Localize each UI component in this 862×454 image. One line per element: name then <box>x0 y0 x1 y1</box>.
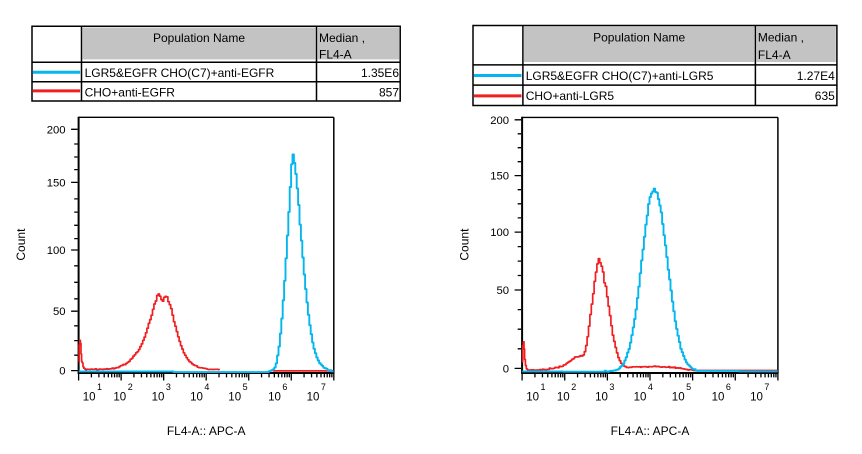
svg-text:1.27E4: 1.27E4 <box>797 69 835 83</box>
svg-text:857: 857 <box>379 86 399 100</box>
svg-text:150: 150 <box>47 177 66 189</box>
svg-text:10: 10 <box>750 391 763 403</box>
svg-text:Population Name: Population Name <box>593 31 685 45</box>
svg-text:200: 200 <box>490 115 509 127</box>
svg-text:10: 10 <box>152 391 165 403</box>
svg-text:3: 3 <box>166 382 171 392</box>
svg-text:4: 4 <box>204 382 209 392</box>
svg-text:200: 200 <box>47 124 66 136</box>
svg-text:Median ,: Median , <box>319 31 365 45</box>
svg-text:Count: Count <box>457 228 471 261</box>
svg-text:10: 10 <box>712 391 725 403</box>
svg-text:Count: Count <box>14 228 28 261</box>
svg-text:635: 635 <box>815 89 835 103</box>
svg-text:100: 100 <box>490 227 509 239</box>
svg-text:10: 10 <box>307 391 320 403</box>
svg-text:4: 4 <box>648 382 653 392</box>
svg-text:50: 50 <box>53 306 66 318</box>
svg-text:0: 0 <box>503 363 509 375</box>
svg-text:FL4-A:: APC-A: FL4-A:: APC-A <box>167 424 246 438</box>
svg-text:10: 10 <box>634 391 647 403</box>
svg-text:10: 10 <box>672 391 685 403</box>
svg-text:50: 50 <box>497 285 510 297</box>
svg-text:10: 10 <box>595 391 608 403</box>
svg-text:LGR5&EGFR CHO(C7)+anti-LGR5: LGR5&EGFR CHO(C7)+anti-LGR5 <box>526 69 714 83</box>
svg-text:1: 1 <box>97 382 102 392</box>
svg-text:10: 10 <box>83 391 96 403</box>
svg-text:5: 5 <box>686 382 691 392</box>
svg-text:6: 6 <box>726 382 731 392</box>
svg-text:3: 3 <box>609 382 614 392</box>
svg-text:1.35E6: 1.35E6 <box>361 66 399 80</box>
svg-text:5: 5 <box>243 382 248 392</box>
svg-text:2: 2 <box>571 382 576 392</box>
svg-text:FL4-A: FL4-A <box>758 48 791 62</box>
svg-text:CHO+anti-LGR5: CHO+anti-LGR5 <box>526 89 615 103</box>
svg-text:2: 2 <box>128 382 133 392</box>
svg-text:FL4-A:: APC-A: FL4-A:: APC-A <box>611 424 690 438</box>
svg-text:150: 150 <box>490 171 509 183</box>
svg-text:6: 6 <box>282 382 287 392</box>
svg-text:10: 10 <box>190 391 203 403</box>
svg-text:7: 7 <box>321 382 326 392</box>
svg-text:10: 10 <box>526 391 539 403</box>
svg-text:7: 7 <box>764 382 769 392</box>
svg-text:10: 10 <box>557 391 570 403</box>
svg-text:1: 1 <box>540 382 545 392</box>
svg-text:0: 0 <box>59 366 65 378</box>
svg-text:CHO+anti-EGFR: CHO+anti-EGFR <box>85 86 176 100</box>
svg-text:100: 100 <box>47 245 66 257</box>
svg-text:FL4-A: FL4-A <box>319 47 352 61</box>
svg-text:LGR5&EGFR CHO(C7)+anti-EGFR: LGR5&EGFR CHO(C7)+anti-EGFR <box>85 66 275 80</box>
svg-text:Median ,: Median , <box>758 31 804 45</box>
svg-text:10: 10 <box>228 391 241 403</box>
svg-text:10: 10 <box>113 391 126 403</box>
svg-text:10: 10 <box>268 391 281 403</box>
svg-text:Population Name: Population Name <box>153 31 245 45</box>
